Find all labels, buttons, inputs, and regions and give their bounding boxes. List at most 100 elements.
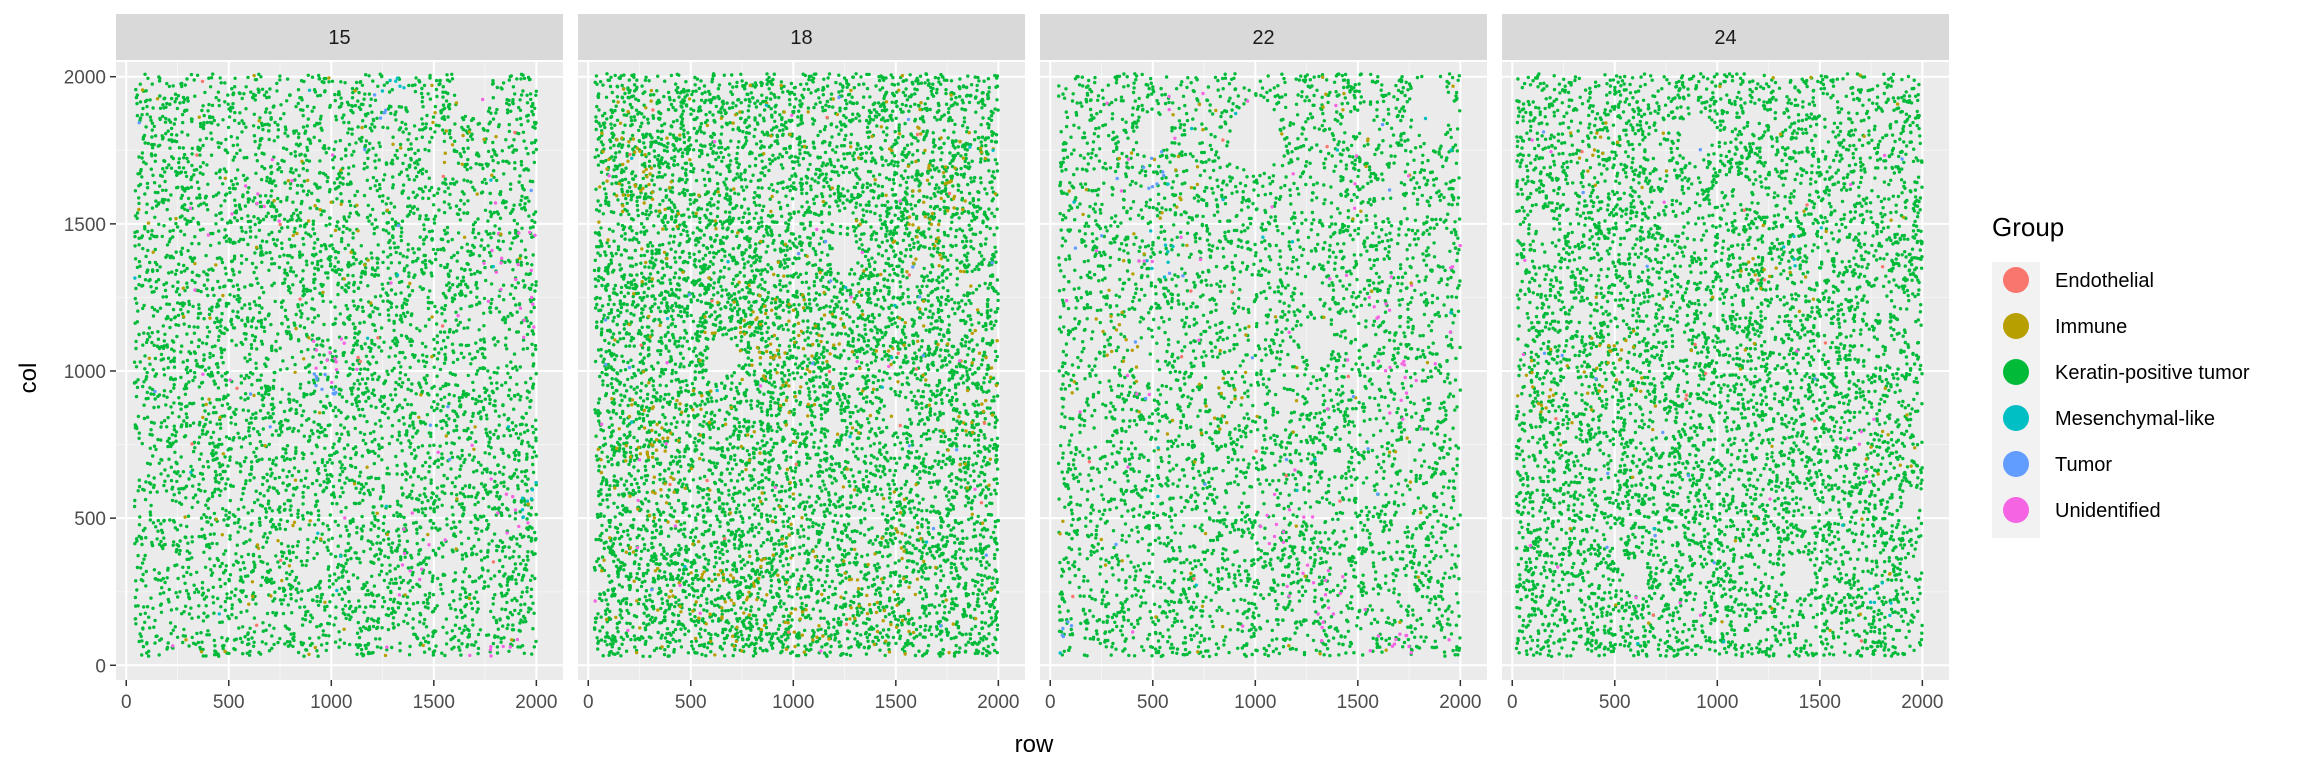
cell-point xyxy=(530,526,533,529)
cell-point xyxy=(322,172,325,175)
cell-point xyxy=(492,433,495,436)
cell-point xyxy=(451,238,454,241)
cell-point xyxy=(382,250,385,253)
cell-point xyxy=(345,227,348,230)
cell-point xyxy=(257,651,260,654)
cell-point xyxy=(187,644,190,647)
cell-point xyxy=(361,587,364,590)
cell-point xyxy=(257,392,260,395)
cell-point xyxy=(444,304,447,307)
cell-point xyxy=(455,204,458,207)
cell-point xyxy=(258,517,261,520)
cell-point xyxy=(223,332,226,335)
cell-point xyxy=(481,352,484,355)
cell-point xyxy=(185,525,188,528)
cell-point xyxy=(393,246,396,249)
cell-point xyxy=(146,605,149,608)
cell-point xyxy=(202,425,205,428)
cell-point xyxy=(352,322,355,325)
cell-point xyxy=(256,498,259,501)
cell-point xyxy=(153,568,156,571)
cell-point xyxy=(386,407,389,410)
cell-point xyxy=(328,244,331,247)
cell-point xyxy=(320,285,323,288)
cell-point xyxy=(314,586,317,589)
cell-point xyxy=(169,390,172,393)
cell-point xyxy=(495,619,498,622)
cell-point xyxy=(469,521,472,524)
cell-point xyxy=(369,313,372,316)
cell-point xyxy=(454,476,457,479)
cell-point xyxy=(370,521,373,524)
cell-point xyxy=(389,346,392,349)
cell-point xyxy=(516,475,519,478)
cell-point xyxy=(527,535,530,538)
cell-point xyxy=(445,414,448,417)
cell-point xyxy=(202,127,205,130)
cell-point xyxy=(279,200,282,203)
cell-point xyxy=(520,195,523,198)
cell-point xyxy=(205,545,208,548)
cell-point xyxy=(172,349,175,352)
cell-point xyxy=(414,90,417,93)
cell-point xyxy=(162,283,165,286)
cell-point xyxy=(228,219,231,222)
cell-point xyxy=(262,535,265,538)
cell-point xyxy=(172,386,175,389)
cell-point xyxy=(406,388,409,391)
cell-point xyxy=(379,425,382,428)
cell-point xyxy=(166,416,169,419)
cell-point xyxy=(309,393,312,396)
cell-point xyxy=(407,275,410,278)
cell-point xyxy=(179,376,182,379)
cell-point xyxy=(331,461,334,464)
cell-point xyxy=(209,121,212,124)
cell-point xyxy=(505,507,508,510)
cell-point xyxy=(474,341,477,344)
cell-point xyxy=(435,375,438,378)
cell-point xyxy=(266,479,269,482)
cell-point xyxy=(292,639,295,642)
cell-point xyxy=(285,272,288,275)
cell-point xyxy=(145,89,148,92)
cell-point xyxy=(343,642,346,645)
cell-point xyxy=(371,79,374,82)
cell-point xyxy=(341,575,344,578)
cell-point xyxy=(389,112,392,115)
cell-point xyxy=(478,254,481,257)
cell-point xyxy=(412,617,415,620)
cell-point xyxy=(362,611,365,614)
cell-point xyxy=(437,83,440,86)
cell-point xyxy=(439,444,442,447)
cell-point xyxy=(193,332,196,335)
cell-point xyxy=(292,551,295,554)
cell-point xyxy=(162,97,165,100)
cell-point xyxy=(199,290,202,293)
cell-point xyxy=(482,337,485,340)
cell-point xyxy=(268,486,271,489)
cell-point xyxy=(417,475,420,478)
cell-point xyxy=(529,579,532,582)
cell-point xyxy=(197,641,200,644)
cell-point xyxy=(389,277,392,280)
cell-point xyxy=(201,341,204,344)
cell-point xyxy=(203,597,206,600)
cell-point xyxy=(421,122,424,125)
cell-point xyxy=(267,499,270,502)
cell-point xyxy=(221,261,224,264)
cell-point xyxy=(146,182,149,185)
cell-point xyxy=(147,650,150,653)
cell-point xyxy=(198,458,201,461)
cell-point xyxy=(451,283,454,286)
cell-point xyxy=(534,344,537,347)
cell-point xyxy=(501,318,504,321)
cell-point xyxy=(494,111,497,114)
cell-point xyxy=(492,602,495,605)
cell-point xyxy=(360,136,363,139)
cell-point xyxy=(279,117,282,120)
cell-point xyxy=(255,78,258,81)
cell-point xyxy=(486,369,489,372)
cell-point xyxy=(322,81,325,84)
cell-point xyxy=(193,376,196,379)
cell-point xyxy=(359,281,362,284)
